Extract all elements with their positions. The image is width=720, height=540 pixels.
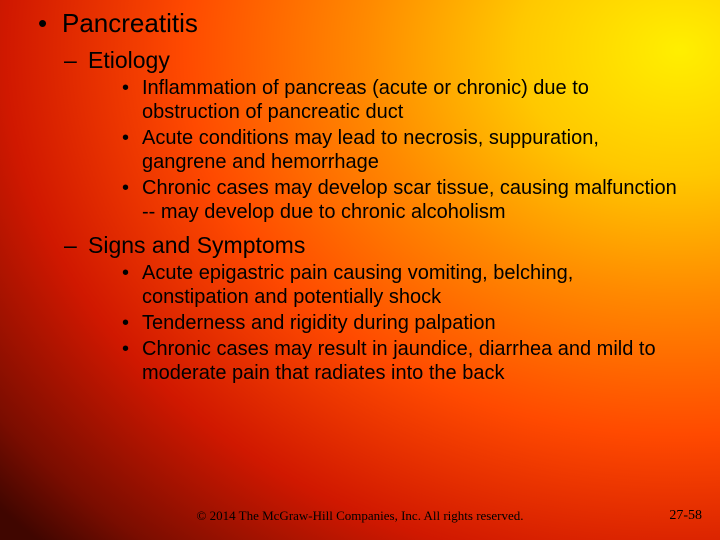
title-bullet: Pancreatitis: [62, 8, 692, 39]
copyright-text: © 2014 The McGraw-Hill Companies, Inc. A…: [0, 508, 720, 524]
bullet-item: Chronic cases may result in jaundice, di…: [142, 337, 692, 385]
section-heading-signs: Signs and Symptoms: [88, 232, 692, 259]
section-heading-etiology: Etiology: [88, 47, 692, 74]
bullet-item: Chronic cases may develop scar tissue, c…: [142, 176, 692, 224]
slide: Pancreatitis Etiology Inflammation of pa…: [0, 0, 720, 540]
bullet-item: Inflammation of pancreas (acute or chron…: [142, 76, 692, 124]
bullet-item: Tenderness and rigidity during palpation: [142, 311, 692, 335]
bullet-item: Acute conditions may lead to necrosis, s…: [142, 126, 692, 174]
page-number: 27-58: [669, 508, 702, 524]
bullet-item: Acute epigastric pain causing vomiting, …: [142, 261, 692, 309]
